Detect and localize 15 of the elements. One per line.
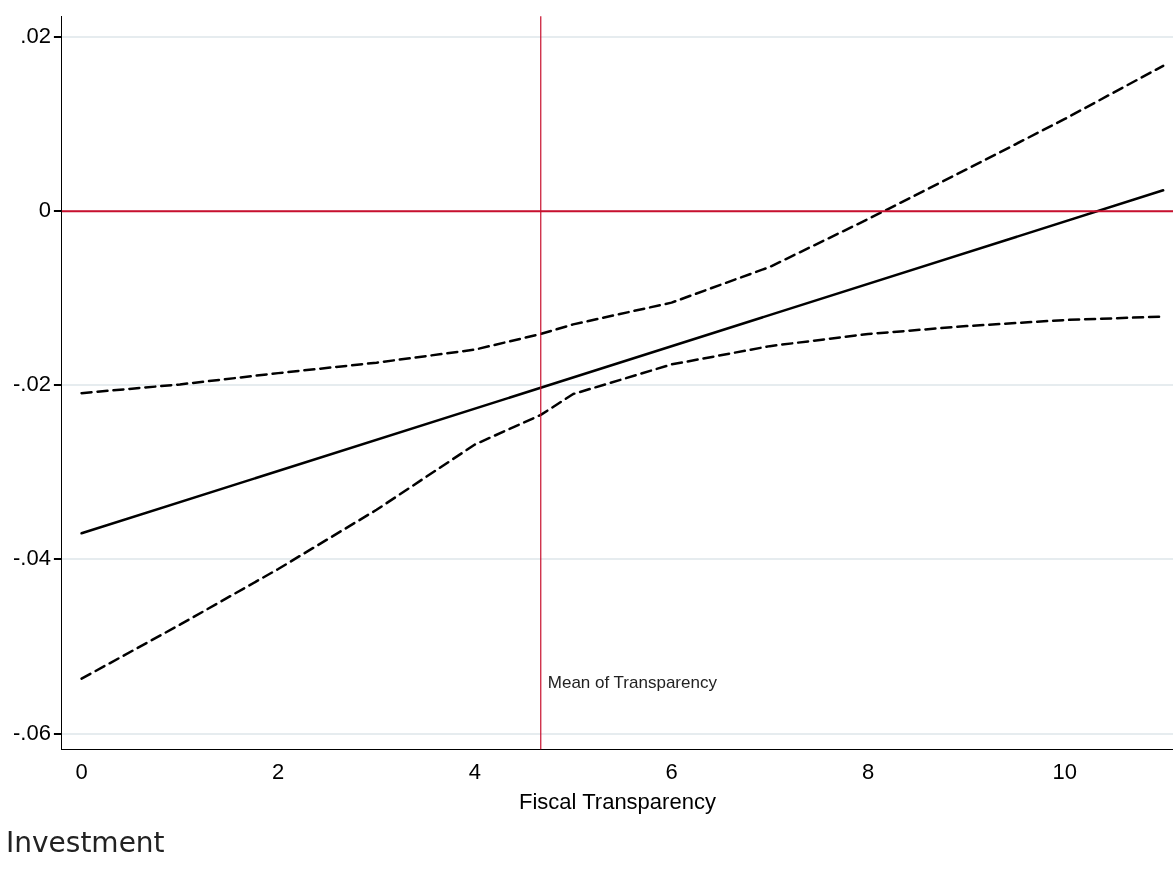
x-tick-label: 6 xyxy=(665,759,678,785)
y-tick-label: .02 xyxy=(20,23,51,49)
y-tick-label: -.02 xyxy=(12,371,51,397)
y-tick-label: -.06 xyxy=(12,719,51,745)
text: Investment xyxy=(6,826,165,859)
y-tick-label: 0 xyxy=(38,197,51,223)
x-tick-label: 0 xyxy=(75,759,88,785)
ref-line-label: Mean of Transparency xyxy=(547,672,718,692)
x-tick-label: 10 xyxy=(1052,759,1078,785)
x-tick-label: 4 xyxy=(468,759,482,785)
x-tick-label: 8 xyxy=(862,759,875,785)
x-tick-label: 2 xyxy=(272,759,285,785)
y-tick-label: -.04 xyxy=(12,545,51,571)
line-series xyxy=(80,64,1165,395)
x-axis-title: Fiscal Transparency xyxy=(519,788,716,814)
